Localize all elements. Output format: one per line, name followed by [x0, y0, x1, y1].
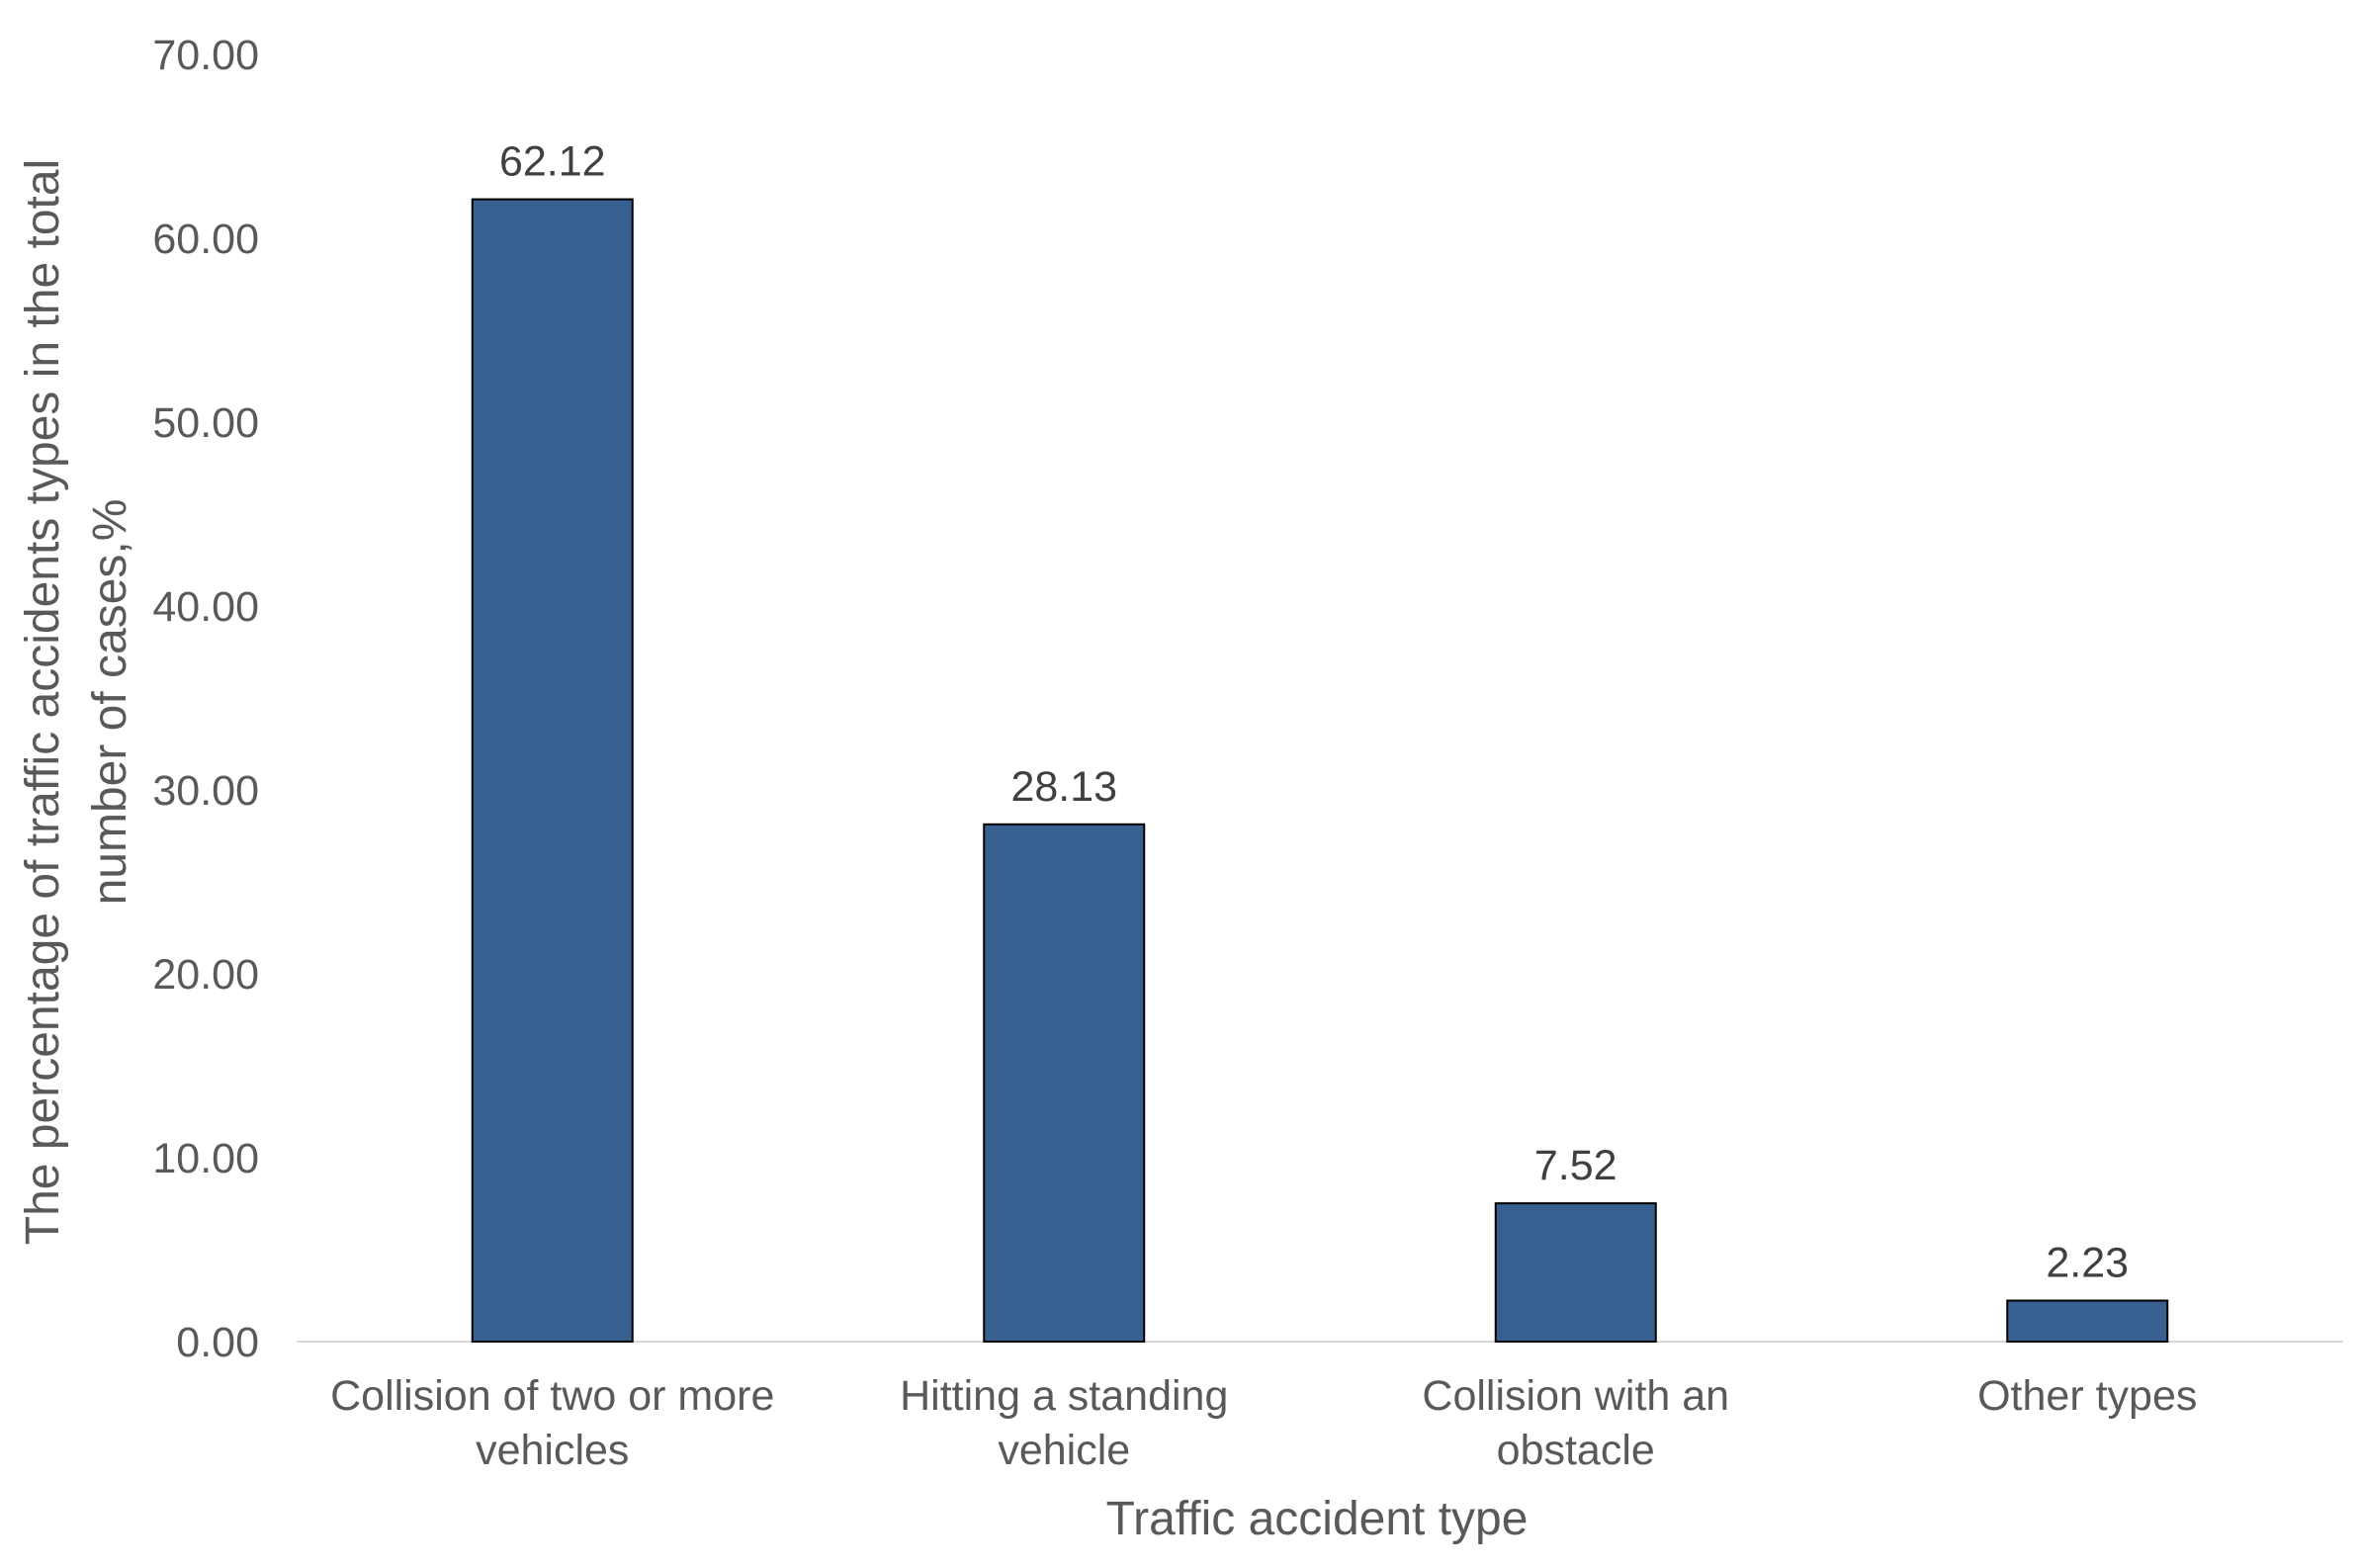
y-tick-label: 30.00 — [152, 767, 259, 815]
category-label: Other types — [1977, 1372, 2197, 1420]
bar — [983, 823, 1146, 1343]
data-label: 62.12 — [499, 138, 606, 186]
y-tick-label: 60.00 — [152, 216, 259, 263]
y-tick-label: 50.00 — [152, 399, 259, 447]
y-axis-title-line: number of cases,% — [84, 499, 136, 906]
data-label: 2.23 — [2046, 1240, 2129, 1287]
data-label: 7.52 — [1534, 1142, 1617, 1189]
category-label: Collision of two or more — [330, 1372, 774, 1420]
data-labels: 62.12 28.13 7.52 2.23 — [499, 138, 2129, 1287]
y-tick-label: 10.00 — [152, 1135, 259, 1182]
y-axis-ticks: 0.00 10.00 20.00 30.00 40.00 50.00 60.00 70.00 — [152, 32, 259, 1366]
x-axis-title: Traffic accident type — [1106, 1493, 1529, 1545]
y-tick-label: 20.00 — [152, 951, 259, 999]
y-axis-title-line: The percentage of traffic accidents type… — [17, 159, 69, 1245]
bar — [2006, 1299, 2169, 1343]
category-label: vehicles — [476, 1427, 629, 1474]
y-axis-title: The percentage of traffic accidents type… — [17, 159, 136, 1245]
bar — [1494, 1202, 1657, 1344]
data-label: 28.13 — [1010, 763, 1117, 811]
bars — [471, 198, 2169, 1344]
category-label: obstacle — [1497, 1427, 1655, 1474]
y-tick-label: 0.00 — [176, 1319, 259, 1366]
category-labels: Collision of two or more vehicles Hitting … — [330, 1372, 2197, 1474]
category-label: Hitting a standing — [900, 1372, 1228, 1420]
category-label: Collision with an — [1422, 1372, 1729, 1420]
category-label: vehicle — [998, 1427, 1130, 1474]
y-tick-label: 70.00 — [152, 32, 259, 79]
y-tick-label: 40.00 — [152, 583, 259, 631]
bar — [471, 198, 634, 1343]
